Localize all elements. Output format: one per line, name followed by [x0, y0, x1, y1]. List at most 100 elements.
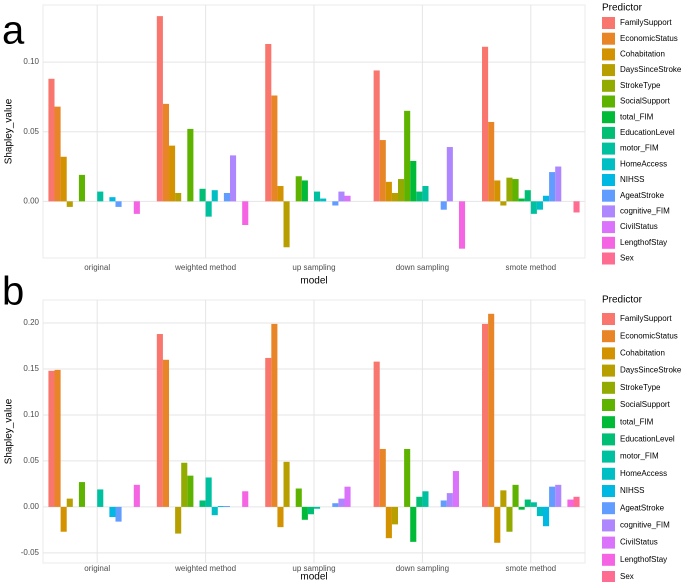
x-axis-title: model: [300, 276, 327, 287]
legend-label: motor_FIM: [620, 452, 659, 461]
bar: [211, 506, 218, 516]
bar: [500, 201, 507, 206]
bar: [536, 506, 543, 517]
bar: [115, 506, 122, 522]
bar: [488, 121, 495, 202]
bar: [48, 370, 55, 507]
legend-swatch: [602, 205, 615, 218]
bar: [542, 506, 550, 527]
bar: [54, 369, 61, 507]
bar: [440, 201, 447, 210]
bar: [512, 179, 519, 202]
legend-swatch: [602, 158, 615, 171]
bar: [524, 190, 531, 202]
bar: [542, 195, 550, 202]
legend-swatch: [602, 364, 615, 377]
x-axis-title: model: [300, 572, 327, 582]
bar: [133, 201, 140, 214]
bar: [391, 506, 399, 525]
bar: [549, 172, 556, 202]
bar: [530, 502, 537, 507]
bar: [404, 110, 411, 202]
legend-swatch: [602, 189, 615, 202]
bar: [60, 156, 67, 202]
bar: [242, 491, 249, 507]
bar: [265, 43, 272, 202]
bar: [60, 506, 67, 532]
bar: [217, 505, 224, 507]
x-tick-label: original: [84, 263, 110, 272]
legend-label: SocialSupport: [620, 400, 671, 409]
legend-label: SocialSupport: [620, 97, 671, 106]
bar: [416, 496, 423, 507]
bar: [66, 498, 73, 507]
bar: [109, 506, 116, 518]
legend-title: Predictor: [602, 3, 643, 14]
bar: [133, 484, 140, 507]
bar: [271, 95, 278, 202]
legend-label: cognitive_FIM: [620, 521, 670, 530]
legend-label: EducationLevel: [620, 128, 675, 137]
legend-swatch: [602, 519, 615, 532]
legend-swatch: [602, 502, 615, 515]
bar: [115, 201, 122, 207]
legend-swatch: [602, 313, 615, 325]
x-tick-label: weighted method: [174, 263, 236, 272]
bar: [314, 506, 321, 509]
legend-label: AgeatStroke: [620, 191, 665, 200]
legend-label: LengthofStay: [620, 555, 667, 564]
legend-label: total_FIM: [620, 417, 654, 426]
x-tick-label: smote method: [505, 263, 556, 272]
bar: [573, 201, 580, 213]
x-tick-label: weighted method: [174, 564, 236, 573]
bar: [295, 488, 302, 507]
legend-label: EconomicStatus: [620, 34, 678, 43]
x-tick-label: original: [84, 564, 110, 573]
bar: [54, 106, 61, 202]
legend-label: DaysSinceStroke: [620, 65, 682, 74]
bar: [379, 448, 386, 507]
legend-title: Predictor: [602, 295, 643, 306]
bar: [229, 155, 237, 202]
bar: [175, 506, 182, 534]
bar: [452, 471, 459, 507]
bar: [506, 177, 513, 202]
y-tick-label: 0.15: [23, 364, 39, 373]
bar: [223, 192, 230, 202]
y-tick-label: 0.10: [23, 57, 39, 66]
legend-swatch: [602, 48, 615, 61]
legend-swatch: [602, 236, 615, 249]
bar: [242, 201, 249, 225]
bar: [265, 357, 272, 507]
bar: [109, 197, 116, 202]
bar: [332, 503, 339, 507]
legend-label: FamilySupport: [620, 314, 672, 323]
legend-swatch: [602, 347, 615, 360]
y-tick-label: 0.05: [23, 127, 39, 136]
bar: [536, 201, 543, 210]
bar: [295, 176, 302, 202]
legend-swatch: [602, 450, 615, 463]
legend-swatch: [602, 142, 615, 155]
legend-swatch: [602, 252, 615, 265]
bar: [338, 498, 345, 507]
x-tick-label: up sampling: [292, 564, 335, 573]
bar: [211, 190, 218, 202]
bar: [301, 506, 308, 520]
legend-swatch: [602, 433, 615, 446]
bar: [78, 174, 86, 202]
legend-swatch: [602, 174, 615, 186]
bar: [344, 486, 351, 507]
bar: [332, 201, 339, 206]
legend-swatch: [602, 536, 615, 549]
panel-label: b: [2, 270, 24, 314]
bar: [416, 191, 423, 202]
legend-label: total_FIM: [620, 112, 654, 121]
bar: [199, 188, 206, 202]
bar: [314, 191, 321, 202]
bar: [199, 500, 206, 507]
legend-swatch: [602, 17, 615, 29]
bar: [373, 361, 380, 507]
bar: [277, 186, 284, 202]
bar: [307, 506, 314, 515]
